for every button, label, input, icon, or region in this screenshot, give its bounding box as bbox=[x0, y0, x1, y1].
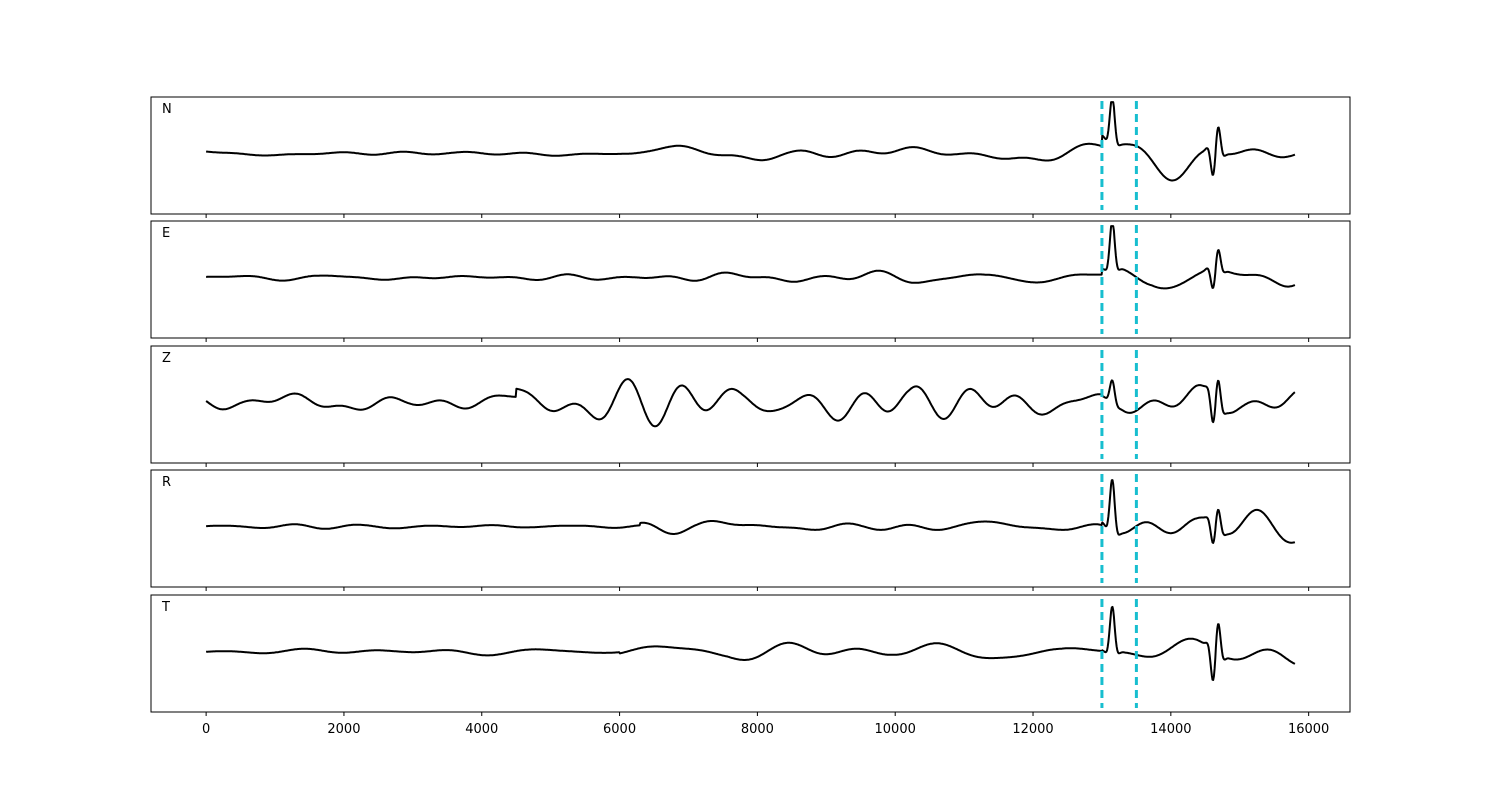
trace-Z bbox=[205, 378, 1296, 428]
panel-frame-R bbox=[150, 469, 1351, 588]
trace-R bbox=[205, 479, 1296, 544]
panel-label-E: E bbox=[162, 226, 170, 241]
panel-label-T: T bbox=[161, 600, 170, 615]
panel-frame-N bbox=[150, 96, 1351, 215]
x-tick-label-7: 14000 bbox=[1150, 722, 1191, 737]
x-tick-label-1: 2000 bbox=[327, 722, 360, 737]
panel-label-N: N bbox=[162, 102, 172, 117]
trace-N bbox=[205, 101, 1296, 182]
panel-frame-E bbox=[150, 220, 1351, 339]
x-tick-label-0: 0 bbox=[202, 722, 210, 737]
panel-frame-T bbox=[150, 594, 1351, 713]
x-tick-label-4: 8000 bbox=[741, 722, 774, 737]
x-tick-label-2: 4000 bbox=[465, 722, 498, 737]
x-tick-label-6: 12000 bbox=[1012, 722, 1053, 737]
x-tick-label-3: 6000 bbox=[603, 722, 636, 737]
trace-E bbox=[205, 225, 1296, 290]
panel-label-Z: Z bbox=[162, 351, 171, 366]
panel-frame-Z bbox=[150, 345, 1351, 464]
x-tick-label-5: 10000 bbox=[875, 722, 916, 737]
trace-T bbox=[205, 605, 1296, 681]
x-tick-label-8: 16000 bbox=[1288, 722, 1329, 737]
panel-label-R: R bbox=[162, 475, 171, 490]
